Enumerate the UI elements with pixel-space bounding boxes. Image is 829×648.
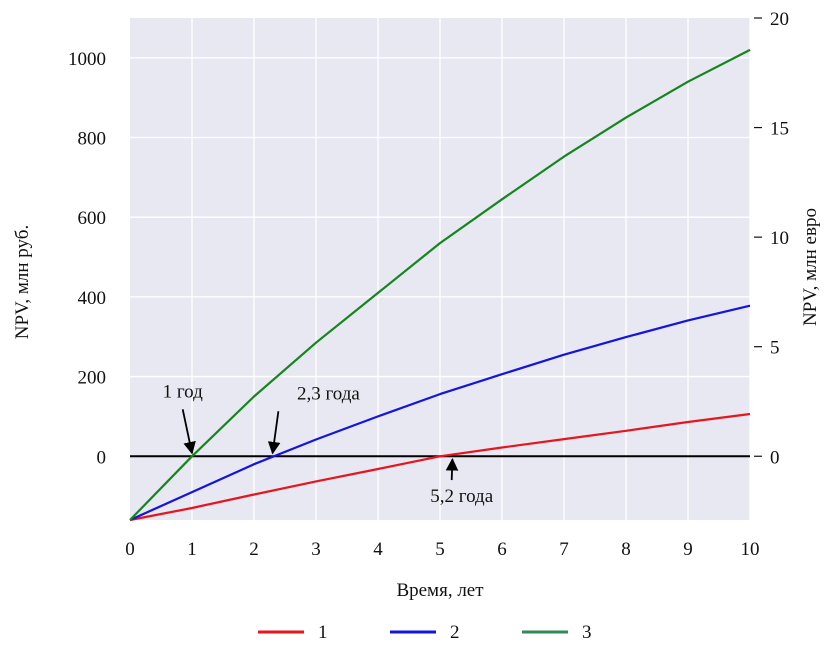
y2-tick-label: 10 <box>770 228 789 249</box>
x-axis-ticks: 0 1 2 3 4 5 6 7 8 9 10 <box>125 539 759 560</box>
y-tick-label: 1000 <box>68 49 106 70</box>
y-axis-ticks: 0 200 400 600 800 1000 <box>68 49 106 468</box>
y-tick-label: 0 <box>97 447 107 468</box>
annotation-label: 1 год <box>163 381 204 402</box>
legend-label-3: 3 <box>582 622 592 643</box>
annotation-arrow <box>452 459 453 480</box>
y2-axis-ticks: 0 5 10 15 20 <box>754 9 789 468</box>
y2-tick-label: 15 <box>770 119 789 140</box>
x-axis-title: Время, лет <box>396 580 484 601</box>
legend-label-1: 1 <box>318 622 328 643</box>
y2-tick-label: 5 <box>770 338 780 359</box>
x-tick-label: 4 <box>373 539 383 560</box>
y-axis-title: NPV, млн руб. <box>12 225 33 339</box>
x-tick-label: 1 <box>187 539 197 560</box>
legend: 1 2 3 <box>258 622 592 643</box>
x-tick-label: 7 <box>559 539 569 560</box>
y2-tick-label: 20 <box>770 9 789 30</box>
x-tick-label: 10 <box>741 539 760 560</box>
x-tick-label: 2 <box>249 539 259 560</box>
x-tick-label: 0 <box>125 539 135 560</box>
y-tick-label: 400 <box>78 288 107 309</box>
y2-tick-label: 0 <box>770 447 780 468</box>
x-tick-label: 8 <box>621 539 631 560</box>
x-tick-label: 6 <box>497 539 507 560</box>
x-tick-label: 9 <box>683 539 693 560</box>
y-tick-label: 200 <box>78 368 107 389</box>
y-tick-label: 600 <box>78 208 107 229</box>
annotation-label: 2,3 года <box>297 383 360 404</box>
legend-label-2: 2 <box>450 622 460 643</box>
x-tick-label: 3 <box>311 539 321 560</box>
y-tick-label: 800 <box>78 129 107 150</box>
y2-axis-title: NPV, млн евро <box>800 208 821 326</box>
annotation-label: 5,2 года <box>430 486 493 507</box>
x-tick-label: 5 <box>435 539 445 560</box>
